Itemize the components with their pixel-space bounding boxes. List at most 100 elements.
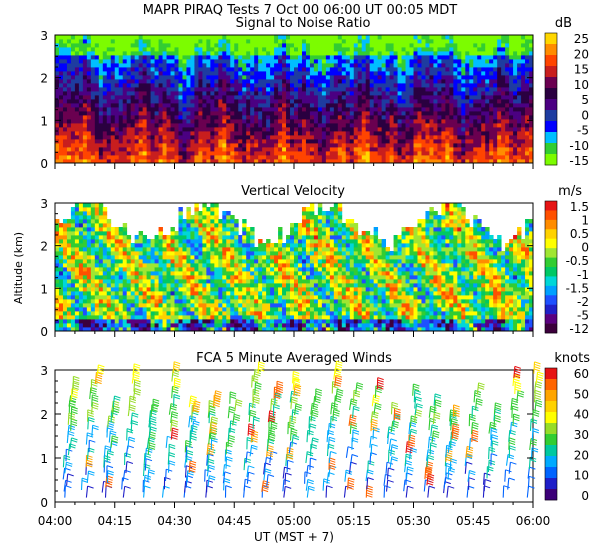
velocity-cell: [194, 207, 199, 212]
snr-cell: [206, 99, 211, 104]
snr-cell: [489, 147, 494, 152]
snr-cell: [278, 83, 283, 88]
velocity-cell: [102, 267, 108, 272]
snr-cell: [429, 143, 434, 148]
snr-cell: [90, 155, 96, 160]
snr-cell: [194, 43, 199, 48]
snr-cell: [525, 99, 530, 104]
snr-cell: [178, 143, 183, 148]
snr-cell: [509, 55, 514, 60]
snr-cell: [513, 155, 518, 160]
snr-cell: [82, 159, 88, 164]
snr-cell: [433, 135, 438, 140]
velocity-cell: [158, 227, 163, 232]
snr-cell: [210, 103, 215, 108]
velocity-cell: [202, 307, 207, 312]
snr-cell: [529, 155, 534, 160]
snr-cell: [118, 83, 124, 88]
snr-cell: [457, 51, 462, 56]
snr-cell: [118, 63, 124, 68]
snr-cell: [361, 75, 367, 80]
velocity-cell: [114, 319, 120, 324]
snr-cell: [74, 47, 80, 52]
velocity-cell: [98, 295, 104, 300]
snr-cell: [226, 107, 231, 112]
velocity-cell: [142, 263, 148, 268]
snr-cell: [489, 135, 494, 140]
snr-cell: [226, 55, 231, 60]
velocity-cell: [74, 239, 80, 244]
snr-cell: [166, 131, 171, 136]
snr-cell: [230, 43, 235, 48]
velocity-cell: [202, 299, 207, 304]
velocity-cell: [74, 259, 80, 264]
snr-cell: [278, 155, 283, 160]
velocity-cell: [114, 275, 120, 280]
snr-cell: [481, 151, 486, 156]
snr-cell: [282, 103, 287, 108]
snr-cell: [341, 75, 347, 80]
velocity-cell: [198, 211, 203, 216]
snr-cell: [309, 151, 315, 156]
snr-cell: [58, 75, 64, 80]
snr-cell: [78, 75, 84, 80]
velocity-cell: [170, 327, 175, 332]
snr-cell: [110, 55, 116, 60]
velocity-cell: [70, 287, 76, 292]
snr-cell: [266, 75, 271, 80]
snr-cell: [218, 139, 223, 144]
velocity-cell: [78, 283, 84, 288]
snr-cell: [341, 55, 347, 60]
snr-cell: [294, 47, 299, 52]
snr-cell: [377, 55, 383, 60]
velocity-cell: [102, 323, 108, 328]
snr-cell: [433, 75, 438, 80]
snr-cell: [333, 103, 339, 108]
snr-cell: [90, 147, 96, 152]
velocity-cell: [94, 207, 100, 212]
snr-cell: [138, 159, 144, 164]
snr-cell: [70, 147, 76, 152]
snr-cell: [441, 47, 446, 52]
snr-cell: [198, 111, 203, 116]
snr-cell: [517, 107, 522, 112]
velocity-cell: [55, 287, 60, 292]
snr-cell: [118, 111, 124, 116]
snr-cell: [254, 35, 259, 40]
snr-cell: [377, 111, 383, 116]
snr-cell: [254, 155, 259, 160]
velocity-cell: [126, 303, 132, 308]
snr-cell: [142, 91, 148, 96]
snr-cell: [186, 131, 191, 136]
snr-cell: [94, 151, 100, 156]
snr-cell: [301, 39, 307, 44]
snr-cell: [437, 139, 442, 144]
snr-cell: [218, 79, 223, 84]
snr-cell: [74, 115, 80, 120]
snr-cell: [461, 87, 466, 92]
snr-cell: [413, 151, 418, 156]
snr-cell: [421, 139, 426, 144]
snr-cell: [453, 55, 458, 60]
snr-cell: [170, 155, 175, 160]
snr-cell: [86, 51, 92, 56]
velocity-cell: [70, 263, 76, 268]
snr-cell: [493, 127, 498, 132]
snr-cell: [357, 139, 363, 144]
snr-cell: [214, 115, 219, 120]
snr-cell: [369, 59, 375, 64]
velocity-cell: [55, 271, 60, 276]
snr-cell: [453, 111, 458, 116]
snr-cell: [266, 63, 271, 68]
snr-cell: [170, 123, 175, 128]
velocity-cell: [206, 259, 211, 264]
velocity-cell: [122, 311, 128, 316]
snr-cell: [150, 123, 155, 128]
snr-cell: [234, 159, 239, 164]
snr-cell: [365, 63, 371, 68]
snr-cell: [290, 119, 295, 124]
snr-cell: [473, 43, 478, 48]
velocity-cell: [190, 235, 195, 240]
velocity-cell: [146, 283, 151, 288]
velocity-cell: [102, 251, 108, 256]
